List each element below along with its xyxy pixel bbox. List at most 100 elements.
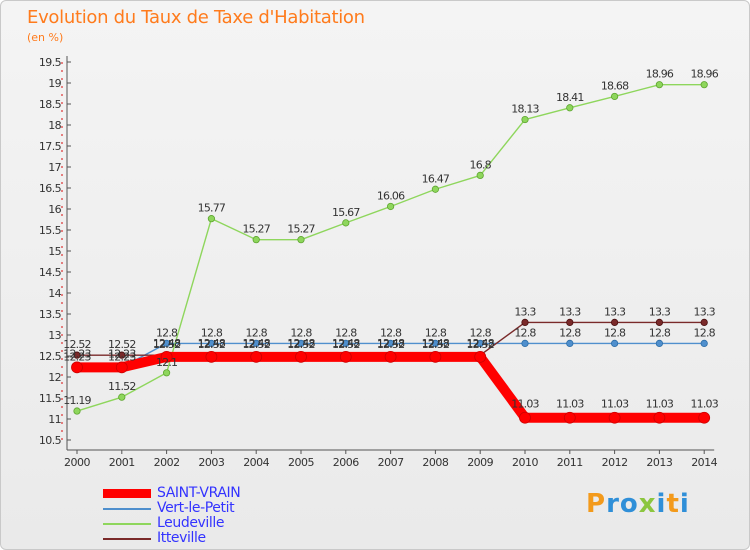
data-label: 18.96 xyxy=(690,68,718,81)
data-label: 11.19 xyxy=(63,394,91,407)
y-tick-label: 11 xyxy=(48,413,61,426)
y-tick-label: 12.5 xyxy=(39,350,62,363)
data-point xyxy=(519,411,531,424)
x-tick-label: 2011 xyxy=(557,456,583,469)
data-point xyxy=(205,350,218,363)
data-label: 12.48 xyxy=(466,337,494,350)
x-tick-label: 2014 xyxy=(691,456,717,469)
data-point xyxy=(566,104,574,112)
chart-title: Evolution du Taux de Taxe d'Habitation xyxy=(27,7,365,28)
data-point xyxy=(115,361,128,374)
data-point xyxy=(655,81,664,89)
data-label: 13.3 xyxy=(559,305,581,318)
x-tick-label: 2013 xyxy=(646,456,672,469)
data-label: 12.52 xyxy=(242,338,270,351)
x-tick-label: 2001 xyxy=(109,456,135,469)
logo-letter: r xyxy=(606,489,620,519)
data-point xyxy=(342,339,350,347)
logo-letter: i xyxy=(679,489,690,519)
data-point xyxy=(252,339,260,347)
y-tick-label: 16 xyxy=(48,203,61,216)
y-tick-label: 11.5 xyxy=(39,392,62,405)
data-point xyxy=(431,339,439,347)
data-label: 12.8 xyxy=(470,326,492,339)
data-point xyxy=(610,339,619,347)
data-label: 12.23 xyxy=(63,347,91,360)
data-label: 12.52 xyxy=(108,338,136,351)
data-label: 12.48 xyxy=(242,337,270,350)
data-point xyxy=(566,318,574,326)
legend-swatch xyxy=(103,489,151,498)
y-tick-label: 14.5 xyxy=(39,266,62,279)
data-point xyxy=(73,407,81,415)
data-point xyxy=(207,339,215,347)
x-tick-label: 2008 xyxy=(422,456,448,469)
data-point xyxy=(521,115,529,124)
data-label: 18.13 xyxy=(511,103,539,116)
legend-label: Leudeville xyxy=(157,515,225,531)
x-tick-label: 2003 xyxy=(198,456,224,469)
x-tick-label: 2005 xyxy=(288,456,314,469)
data-label: 12.52 xyxy=(63,338,91,351)
x-tick-label: 2010 xyxy=(512,456,538,469)
data-label: 12.8 xyxy=(559,326,581,339)
data-label: 12.52 xyxy=(377,338,405,351)
chart-unit-label: (en %) xyxy=(27,31,64,44)
data-point xyxy=(521,318,529,326)
data-label: 12.52 xyxy=(287,338,315,351)
data-label: 12.23 xyxy=(108,350,136,363)
y-tick-label: 17 xyxy=(48,161,61,174)
data-point xyxy=(207,215,215,223)
data-label: 15.27 xyxy=(287,223,315,236)
data-point xyxy=(342,219,350,227)
data-label: 11.03 xyxy=(646,398,674,411)
data-label: 12.8 xyxy=(425,326,447,339)
data-point xyxy=(476,339,484,347)
data-label: 13.3 xyxy=(649,305,671,318)
y-tick-label: 17.5 xyxy=(39,140,62,153)
data-label: 12.48 xyxy=(332,337,360,350)
y-tick-label: 18.5 xyxy=(39,98,62,111)
data-label: 12.52 xyxy=(153,338,181,351)
data-label: 15.27 xyxy=(242,223,270,236)
y-tick-label: 13.5 xyxy=(39,308,62,321)
data-label: 12.8 xyxy=(201,326,223,339)
data-label: 12.8 xyxy=(514,326,536,339)
data-label: 18.96 xyxy=(646,68,674,81)
data-point xyxy=(339,350,352,363)
data-point xyxy=(474,350,487,363)
y-tick-label: 18 xyxy=(48,119,61,132)
data-point xyxy=(163,369,171,377)
data-point xyxy=(295,350,307,363)
proxiti-logo: Proxiti xyxy=(586,489,690,519)
line-chart: 10.5 11 11.5 12 12.5 13 13.5 14 14.5 15 15.5 16 16.5… xyxy=(39,56,720,469)
legend-label: Itteville xyxy=(157,530,206,546)
data-label: 11.03 xyxy=(556,398,584,411)
data-point xyxy=(250,350,263,363)
data-point xyxy=(297,339,305,347)
data-label: 16.8 xyxy=(470,158,492,171)
data-point xyxy=(610,318,619,326)
data-point xyxy=(386,202,395,211)
data-label: 11.52 xyxy=(108,380,136,393)
logo-letter: o xyxy=(619,489,639,519)
data-point xyxy=(71,361,83,374)
data-label: 12.23 xyxy=(108,347,136,360)
data-label: 11.03 xyxy=(511,398,539,411)
legend-swatch xyxy=(103,538,151,540)
x-tick-label: 2007 xyxy=(378,456,404,469)
y-tick-label: 10.5 xyxy=(39,434,62,447)
data-point xyxy=(655,339,664,347)
data-label: 16.47 xyxy=(422,172,450,185)
x-tick-label: 2009 xyxy=(467,456,493,469)
data-label: 18.41 xyxy=(556,91,584,104)
data-label: 15.77 xyxy=(198,202,226,215)
data-label: 12.52 xyxy=(332,338,360,351)
data-label: 12.48 xyxy=(198,337,226,350)
y-tick-label: 19 xyxy=(48,77,61,90)
data-point xyxy=(118,351,126,359)
logo-letter: t xyxy=(666,489,680,519)
data-point xyxy=(163,339,171,347)
y-tick-label: 15.5 xyxy=(39,224,62,237)
